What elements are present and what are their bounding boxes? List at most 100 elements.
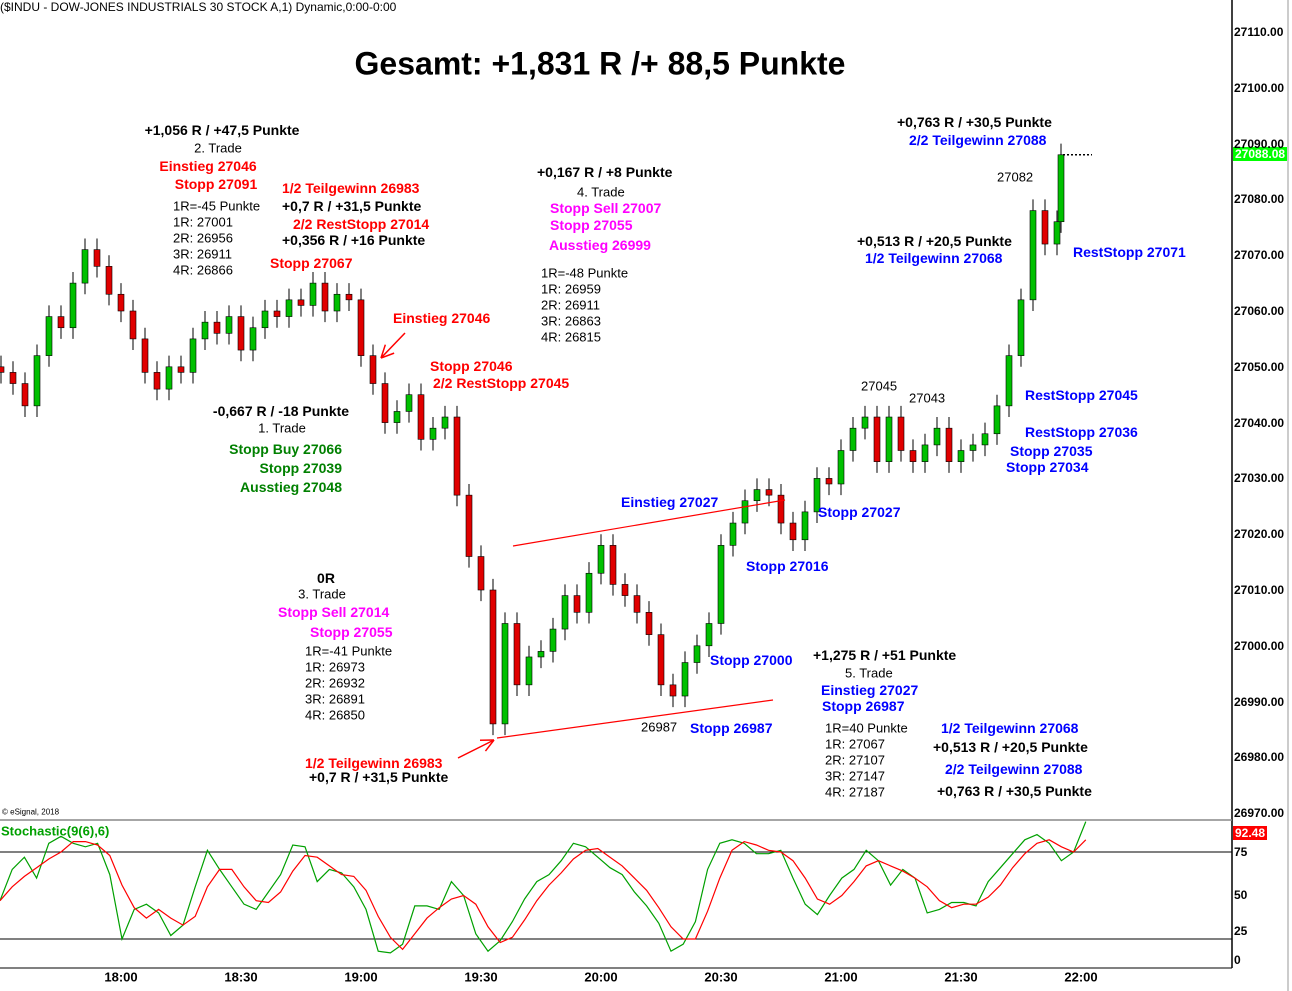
chart-annotation: Einstieg 27027 xyxy=(821,682,919,698)
candle-body xyxy=(309,282,317,306)
candle-body xyxy=(765,489,773,496)
candle-body xyxy=(849,427,857,451)
candle-body xyxy=(621,584,629,596)
candle-body xyxy=(693,645,701,663)
price-tick-label: 27090.00 xyxy=(1234,136,1285,151)
chart-annotation: 1/2 Teilgewinn 26983 xyxy=(305,755,443,771)
time-tick-label: 18:30 xyxy=(224,969,258,985)
candle-body xyxy=(321,282,329,312)
price-tick-label: 27000.00 xyxy=(1234,638,1285,653)
chart-annotation: 1R: 27001 xyxy=(173,214,233,230)
chart-annotation: Stopp 27027 xyxy=(818,504,901,520)
chart-annotation: Stopp 27055 xyxy=(550,217,633,233)
candle-body xyxy=(753,489,761,502)
candle-body xyxy=(657,634,665,686)
candle-body xyxy=(573,595,581,613)
chart-header: ($INDU - DOW-JONES INDUSTRIALS 30 STOCK … xyxy=(0,0,397,14)
chart-annotation: 1R: 26959 xyxy=(541,281,601,297)
candle-body xyxy=(1017,299,1025,356)
chart-annotation: RestStopp 27045 xyxy=(1025,387,1138,403)
price-tick-label: 27100.00 xyxy=(1234,80,1285,95)
candle-body xyxy=(141,338,149,373)
price-tick-label: 27020.00 xyxy=(1234,527,1285,542)
chart-annotation: Einstieg 27046 xyxy=(159,158,257,174)
candle-body xyxy=(81,249,89,284)
chart-annotation: 1R=-41 Punkte xyxy=(305,643,393,659)
candle-body xyxy=(93,249,101,267)
candle-body xyxy=(285,299,293,317)
candle-body xyxy=(357,299,365,356)
chart-annotation: 4R: 26815 xyxy=(541,329,601,345)
arrow-head-icon xyxy=(484,739,495,752)
chart-annotation: +0,356 R / +16 Punkte xyxy=(282,232,426,248)
candle-body xyxy=(681,662,689,697)
candle-body xyxy=(969,444,977,451)
chart-annotation: Ausstieg 26999 xyxy=(549,237,651,253)
candle-body xyxy=(1029,210,1037,301)
candle-body xyxy=(21,383,29,407)
candle-body xyxy=(117,293,125,312)
candle-body xyxy=(33,355,41,407)
candle-body xyxy=(717,545,725,624)
chart-annotation: 2R: 26932 xyxy=(305,675,365,691)
candle-body xyxy=(909,450,917,462)
chart-annotation: Einstieg 27027 xyxy=(621,494,719,510)
stochastic-d-line xyxy=(0,839,1087,951)
chart-annotation: Stopp 27039 xyxy=(259,460,342,476)
chart-annotation: Stopp Buy 27066 xyxy=(229,441,342,457)
chart-annotation: Stopp 27067 xyxy=(270,255,353,271)
candle-body xyxy=(873,416,881,462)
trendline xyxy=(496,699,774,739)
chart-annotation: Stopp 27034 xyxy=(1006,459,1089,475)
chart-annotation: 2/2 Teilgewinn 27088 xyxy=(909,132,1047,148)
chart-annotation: 1R: 26973 xyxy=(305,659,365,675)
candle-body xyxy=(381,383,389,423)
chart-annotation: +0,513 R / +20,5 Punkte xyxy=(857,233,1012,249)
candle-body xyxy=(561,595,569,630)
chart-annotation: Ausstieg 27048 xyxy=(240,479,342,495)
candle-body xyxy=(645,612,653,635)
candle-body xyxy=(921,444,929,462)
chart-annotation: 2. Trade xyxy=(194,140,242,156)
price-tick-label: 27080.00 xyxy=(1234,192,1285,207)
candle-body xyxy=(297,299,305,306)
chart-annotation: 2R: 26956 xyxy=(173,230,233,246)
chart-annotation: Stopp 27046 xyxy=(430,358,513,374)
time-tick-label: 21:00 xyxy=(824,969,858,985)
chart-annotation: Stopp Sell 27007 xyxy=(550,200,662,216)
candle-body xyxy=(777,494,785,524)
time-tick-label: 19:30 xyxy=(464,969,498,985)
candle-body xyxy=(1053,221,1061,245)
arrow-head-icon xyxy=(380,344,387,359)
chart-annotation: 26987 xyxy=(641,719,678,735)
chart-annotation: 1R: 27067 xyxy=(825,736,885,752)
time-tick-label: 18:00 xyxy=(104,969,138,985)
chart-annotation: 2/2 RestStopp 27045 xyxy=(433,375,570,391)
time-tick-label: 20:00 xyxy=(584,969,618,985)
stochastic-tick-label: 0 xyxy=(1234,953,1241,967)
candle-body xyxy=(69,282,77,329)
price-tick-label: 26980.00 xyxy=(1234,750,1285,765)
candle-body xyxy=(333,293,341,312)
candle-body xyxy=(729,522,737,546)
candle-body xyxy=(801,511,809,541)
chart-annotation: Stopp 26987 xyxy=(822,698,905,714)
candle-body xyxy=(165,366,173,390)
candle-body xyxy=(249,327,257,351)
candle-body xyxy=(261,310,269,329)
chart-annotation: Stopp 27035 xyxy=(1010,443,1093,459)
candle-body xyxy=(981,433,989,446)
stochastic-tick-label: 25 xyxy=(1234,924,1248,938)
candle-body xyxy=(369,355,377,384)
candle-body xyxy=(885,416,893,462)
price-tick-label: 27030.00 xyxy=(1234,471,1285,486)
candle-body xyxy=(273,310,281,317)
chart-annotation: 4R: 27187 xyxy=(825,784,885,800)
chart-annotation: +0,763 R / +30,5 Punkte xyxy=(937,783,1092,799)
candle-body xyxy=(597,545,605,574)
stochastic-k-line xyxy=(0,821,1087,954)
chart-annotation: 1/2 Teilgewinn 27068 xyxy=(865,250,1003,266)
chart-annotation: 3R: 27147 xyxy=(825,768,885,784)
candle-body xyxy=(813,478,821,513)
chart-annotation: 4R: 26850 xyxy=(305,707,365,723)
